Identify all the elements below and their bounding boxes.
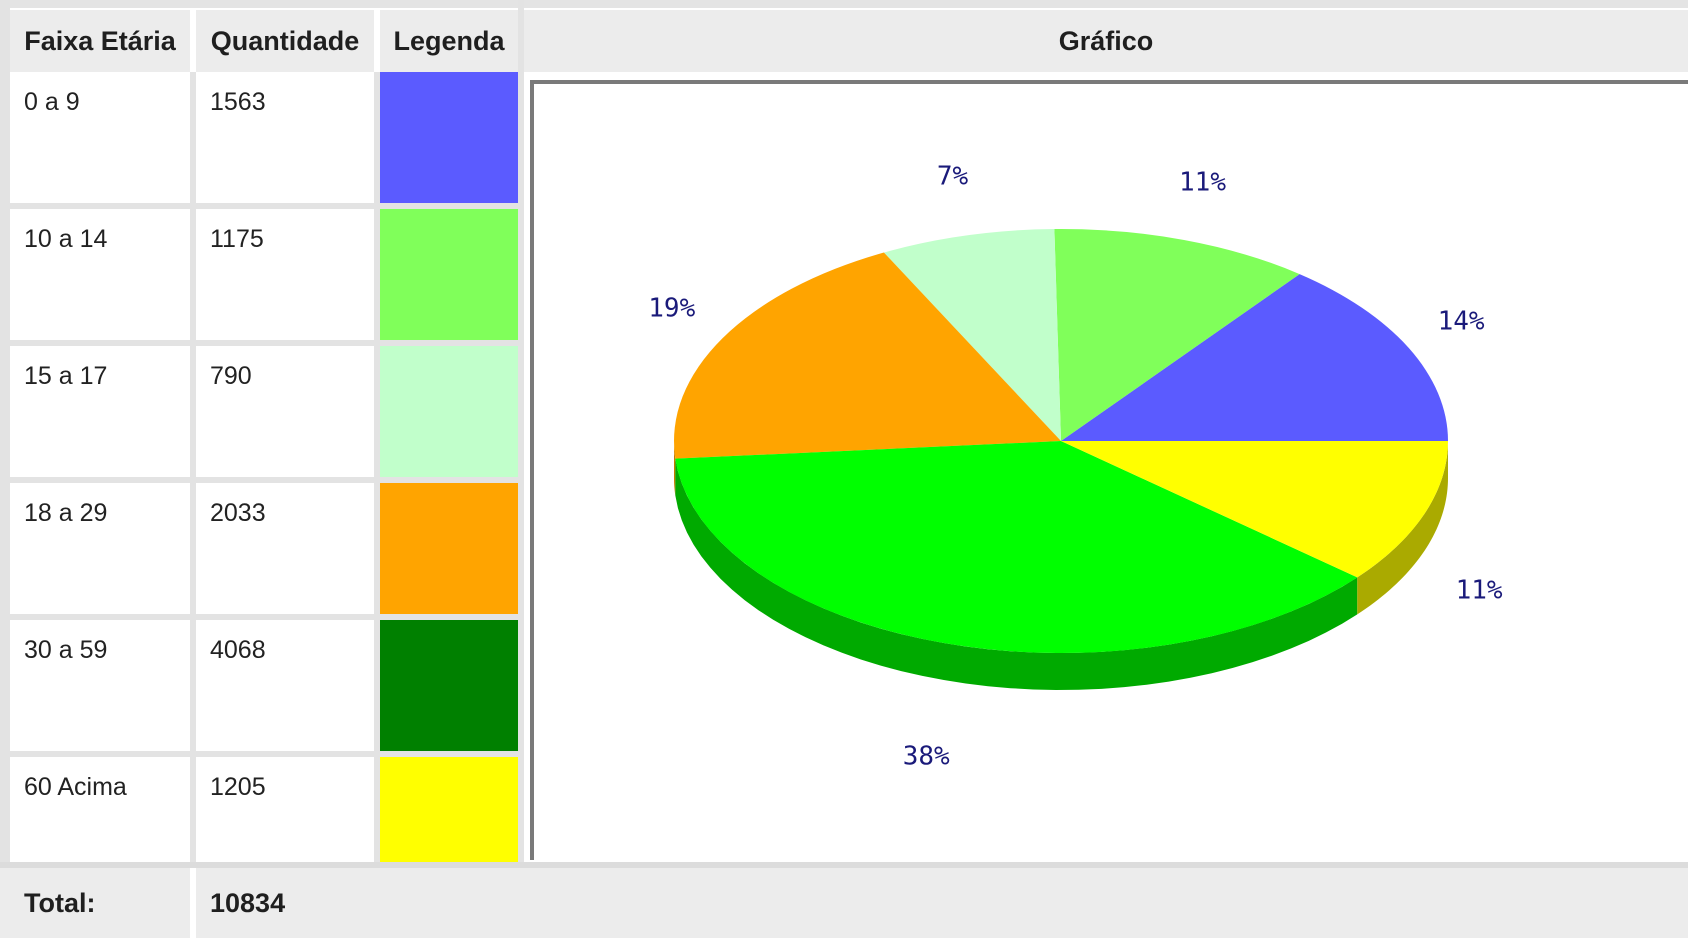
age-range-cell: 15 a 17 (10, 346, 190, 477)
row-divider (0, 477, 518, 483)
pie-slice-side (675, 458, 1358, 690)
legend-swatch (380, 209, 518, 340)
header-age-range: Faixa Etária (10, 10, 190, 72)
column-divider (518, 0, 524, 868)
pie-percent-label: 11% (1179, 168, 1226, 198)
total-row: Total: 10834 (0, 868, 1688, 938)
pie-percent-label: 11% (1456, 576, 1503, 606)
header-chart: Gráfico (524, 10, 1688, 72)
legend-swatch (380, 483, 518, 614)
quantity-cell: 1563 (196, 72, 374, 203)
column-divider (0, 0, 10, 868)
chart-panel: 14% 11% 7% 19% 38% 11% (530, 80, 1688, 860)
footer-divider (0, 862, 1688, 868)
pie-percent-label: 38% (903, 742, 950, 772)
pie-slice (675, 441, 1358, 654)
quantity-cell: 790 (196, 346, 374, 477)
total-label: Total: (24, 888, 96, 918)
age-range-cell: 18 a 29 (10, 483, 190, 614)
pie-slice (1054, 228, 1300, 441)
row-divider (0, 340, 518, 346)
pie-slice-side (674, 441, 676, 496)
age-range-cell: 0 a 9 (10, 72, 190, 203)
pie-slice-side (1357, 441, 1448, 615)
total-value: 10834 (210, 888, 286, 918)
quantity-cell: 2033 (196, 483, 374, 614)
header-legend: Legenda (380, 10, 518, 72)
pie-percent-label: 7% (937, 162, 969, 192)
age-range-cell: 10 a 14 (10, 209, 190, 340)
column-divider (190, 868, 196, 938)
legend-swatch (380, 346, 518, 477)
pie-slice (1061, 274, 1448, 441)
header-quantity: Quantidade (196, 10, 374, 72)
quantity-cell: 4068 (196, 620, 374, 751)
quantity-cell: 1175 (196, 209, 374, 340)
pie-slice (883, 229, 1061, 441)
legend-swatch (380, 72, 518, 203)
pie-chart: 14% 11% 7% 19% 38% 11% (648, 162, 1503, 772)
row-divider (0, 203, 518, 209)
pie-percent-label: 14% (1438, 306, 1485, 336)
pie-slice (674, 252, 1061, 459)
row-divider (0, 751, 518, 757)
row-divider (0, 614, 518, 620)
legend-swatch (380, 620, 518, 751)
column-divider (190, 72, 196, 868)
pie-percent-label: 19% (648, 294, 695, 324)
age-range-cell: 30 a 59 (10, 620, 190, 751)
column-divider (374, 72, 380, 868)
top-border (0, 0, 1688, 8)
pie-slice (1061, 441, 1448, 578)
